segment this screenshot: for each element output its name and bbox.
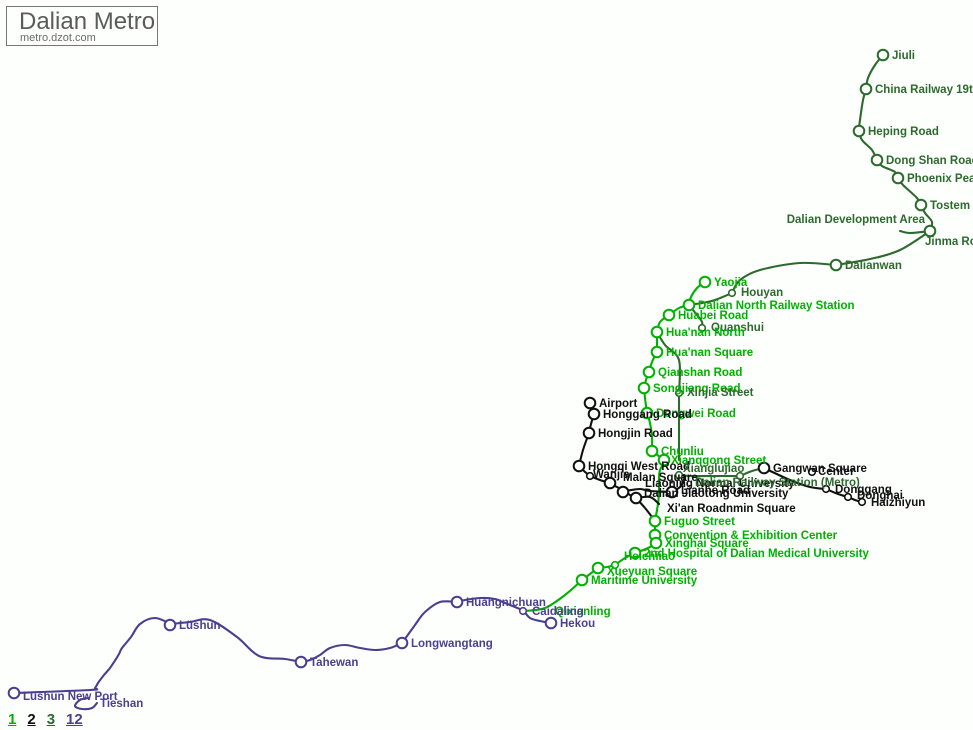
svg-text:Dalianwan: Dalianwan [845,260,902,272]
svg-text:Lianhe Road: Lianhe Road [681,485,750,497]
svg-text:Tostem: Tostem [930,200,970,212]
svg-text:Dong Shan Road: Dong Shan Road [886,155,973,167]
svg-text:Hekou: Hekou [560,618,595,630]
svg-text:Dalian Development Area: Dalian Development Area [787,214,926,226]
svg-text:Huabei Road: Huabei Road [678,310,748,322]
svg-text:Huangnichuan: Huangnichuan [466,597,546,609]
svg-text:2nd Hospital of Dalian Medical: 2nd Hospital of Dalian Medical Universit… [644,548,870,560]
svg-text:Fuguo Street: Fuguo Street [664,516,735,528]
svg-text:Tahewan: Tahewan [310,657,358,669]
svg-text:Xinjia Street: Xinjia Street [687,387,754,399]
svg-text:Haizhiyun: Haizhiyun [871,497,925,509]
svg-text:China Railway 19th Bureau: China Railway 19th Bureau [875,84,973,96]
svg-text:Tieshan: Tieshan [100,698,143,710]
svg-text:Honggang Road: Honggang Road [603,409,692,421]
svg-text:Jiuli: Jiuli [892,50,915,62]
svg-text:Qianshan Road: Qianshan Road [658,367,742,379]
svg-text:Xi'an Roadnmin Square: Xi'an Roadnmin Square [667,503,796,515]
svg-text:Heichiiao: Heichiiao [624,551,675,563]
svg-text:Lüshun: Lüshun [179,620,221,632]
svg-text:Yaojia: Yaojia [714,277,748,289]
svg-text:Phoenix Peak: Phoenix Peak [907,173,973,185]
svg-text:Heping Road: Heping Road [868,126,939,138]
svg-text:Jinma Road: Jinma Road [925,236,973,248]
svg-text:Maritime University: Maritime University [591,575,698,587]
svg-text:Longwangtang: Longwangtang [411,638,493,650]
svg-text:Xianglujiao: Xianglujiao [683,463,744,475]
svg-text:Hongjin Road: Hongjin Road [598,428,673,440]
svg-text:Center: Center [818,466,855,478]
svg-text:Hua'nan Square: Hua'nan Square [666,347,753,359]
svg-text:Houyan: Houyan [741,287,783,299]
svg-text:Hua'nan North: Hua'nan North [666,327,745,339]
